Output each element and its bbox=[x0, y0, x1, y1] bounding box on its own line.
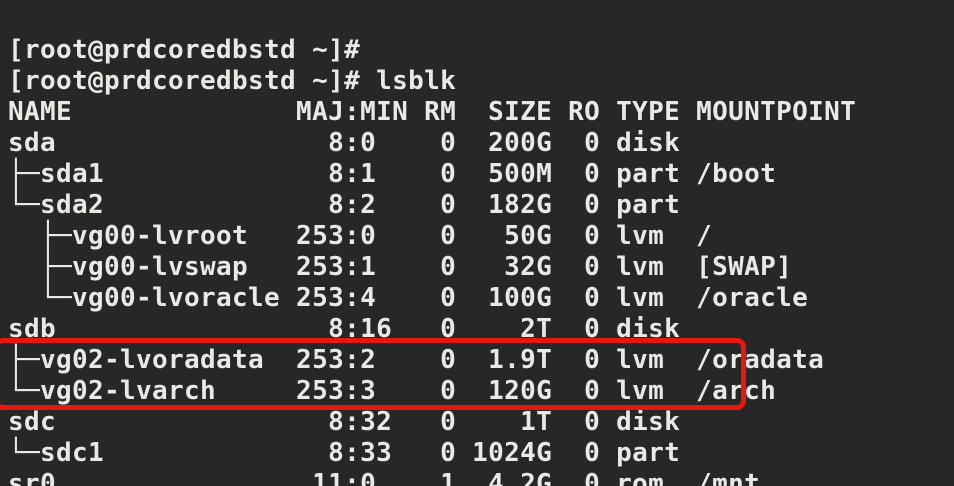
lsblk-row: └─sda2 8:2 0 182G 0 part bbox=[8, 190, 697, 220]
lsblk-row: sr0 11:0 1 4.2G 0 rom /mnt bbox=[8, 469, 761, 486]
previous-prompt-clipped: [root@prdcoredbstd ~]# bbox=[8, 35, 361, 65]
lsblk-row: └─sdc1 8:33 0 1024G 0 part bbox=[8, 438, 697, 468]
lsblk-row: └─vg02-lvarch 253:3 0 120G 0 lvm /arch bbox=[8, 376, 777, 406]
lsblk-row: └─vg00-lvoracle 253:4 0 100G 0 lvm /orac… bbox=[8, 283, 809, 313]
terminal-output: [root@prdcoredbstd ~]# [root@prdcoredbstd… bbox=[8, 35, 856, 486]
lsblk-row: ├─sda1 8:1 0 500M 0 part /boot bbox=[8, 159, 777, 189]
command-line: [root@prdcoredbstd ~]# lsblk bbox=[8, 66, 457, 96]
lsblk-row: ├─vg00-lvroot 253:0 0 50G 0 lvm / bbox=[8, 221, 713, 251]
lsblk-row: sdb 8:16 0 2T 0 disk bbox=[8, 314, 697, 344]
lsblk-row: sda 8:0 0 200G 0 disk bbox=[8, 128, 697, 158]
lsblk-header: NAME MAJ:MIN RM SIZE RO TYPE MOUNTPOINT bbox=[8, 97, 857, 127]
lsblk-row: ├─vg02-lvoradata 253:2 0 1.9T 0 lvm /ora… bbox=[8, 345, 825, 375]
terminal-text: [root@prdcoredbstd ~]# [root@prdcoredbstd… bbox=[8, 0, 856, 486]
lsblk-row: ├─vg00-lvswap 253:1 0 32G 0 lvm [SWAP] bbox=[8, 252, 793, 282]
lsblk-row: sdc 8:32 0 1T 0 disk bbox=[8, 407, 697, 437]
